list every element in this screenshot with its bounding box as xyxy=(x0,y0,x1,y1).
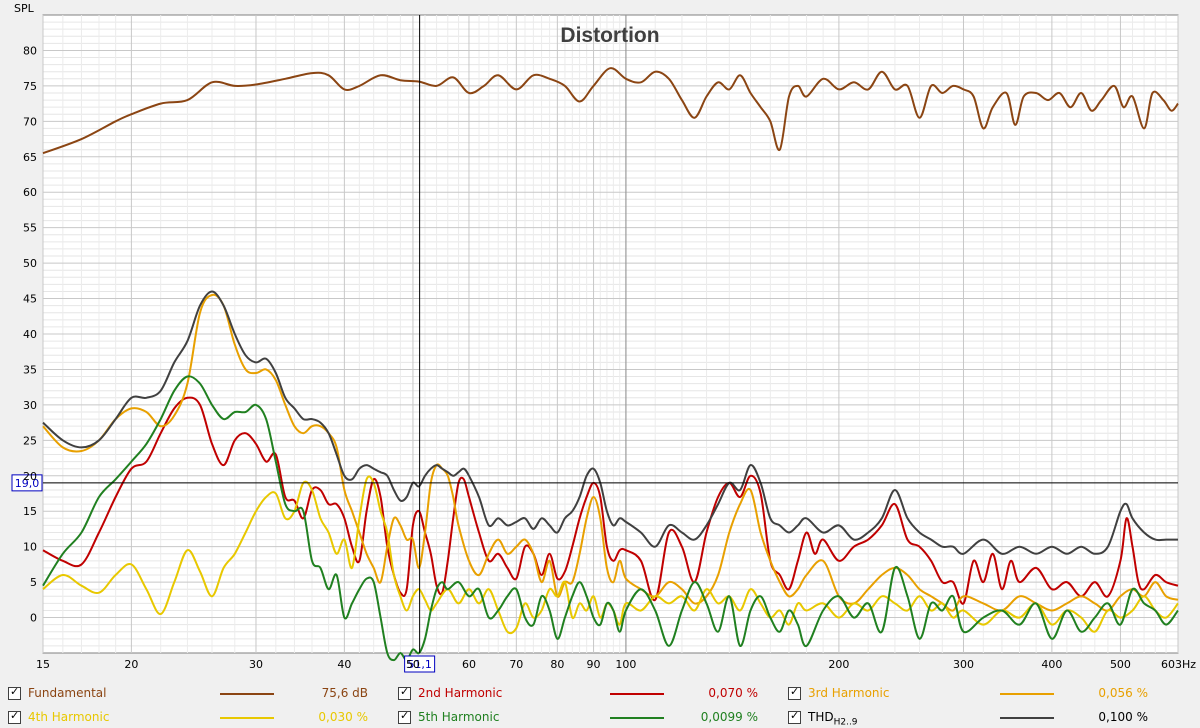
series-line-3rd-harmonic xyxy=(42,293,1179,612)
y-tick-label: 0 xyxy=(30,612,37,625)
y-tick-label: 65 xyxy=(23,151,37,164)
y-tick-label: 25 xyxy=(23,434,37,447)
x-tick-label: 200 xyxy=(828,658,849,671)
y-tick-label: 20 xyxy=(23,470,37,483)
x-tick-label: 603Hz xyxy=(1161,658,1196,671)
y-tick-label: 40 xyxy=(23,328,37,341)
series-layer xyxy=(42,67,1179,662)
y-tick-label: 45 xyxy=(23,293,37,306)
legend-swatch xyxy=(220,693,274,695)
legend: Fundamental 75,6 dB 2nd Harmonic 0,070 % 3rd… xyxy=(0,680,1200,728)
legend-checkbox-4th-harmonic[interactable] xyxy=(8,709,21,724)
y-tick-label: 5 xyxy=(30,576,37,589)
legend-label-subscript: H2..9 xyxy=(833,717,858,728)
legend-item-thd: THDH2..9 0,100 % xyxy=(788,708,1168,728)
legend-checkbox-2nd-harmonic[interactable] xyxy=(398,685,411,700)
legend-checkbox-thd[interactable] xyxy=(788,709,801,724)
legend-label: Fundamental xyxy=(28,686,107,700)
x-tick-label: 80 xyxy=(550,658,564,671)
x-tick-label: 30 xyxy=(249,658,263,671)
x-tick-label: 90 xyxy=(587,658,601,671)
legend-swatch xyxy=(220,717,274,719)
x-tick-label: 60 xyxy=(462,658,476,671)
legend-label: 2nd Harmonic xyxy=(418,686,503,700)
x-tick-label: 40 xyxy=(337,658,351,671)
legend-swatch xyxy=(1000,717,1054,719)
legend-item-fundamental: Fundamental 75,6 dB xyxy=(8,684,388,704)
legend-item-4th-harmonic: 4th Harmonic 0,030 % xyxy=(8,708,388,728)
legend-label: THDH2..9 xyxy=(808,710,858,728)
y-tick-label: 60 xyxy=(23,186,37,199)
x-tick-label: 15 xyxy=(36,658,50,671)
chart-title: Distortion xyxy=(560,24,659,47)
y-tick-label: 70 xyxy=(23,115,37,128)
cursor[interactable]: 19,0 51,1 xyxy=(11,15,1178,673)
cursor-y-readout-box xyxy=(11,474,43,492)
legend-swatch xyxy=(610,693,664,695)
legend-swatch xyxy=(610,717,664,719)
cursor-x-readout: 51,1 xyxy=(407,658,432,671)
x-tick-label: 100 xyxy=(615,658,636,671)
legend-item-3rd-harmonic: 3rd Harmonic 0,056 % xyxy=(788,684,1168,704)
y-tick-label: 35 xyxy=(23,363,37,376)
legend-item-5th-harmonic: 5th Harmonic 0,0099 % xyxy=(398,708,778,728)
legend-checkbox-5th-harmonic[interactable] xyxy=(398,709,411,724)
y-tick-label: 75 xyxy=(23,80,37,93)
y-tick-label: 15 xyxy=(23,505,37,518)
x-tick-label: 400 xyxy=(1041,658,1062,671)
legend-value: 75,6 dB xyxy=(321,686,368,700)
y-tick-label: 30 xyxy=(23,399,37,412)
cursor-y-readout: 19,0 xyxy=(15,477,40,490)
legend-value: 0,056 % xyxy=(1098,686,1148,700)
legend-item-2nd-harmonic: 2nd Harmonic 0,070 % xyxy=(398,684,778,704)
series-line-thd xyxy=(42,290,1178,555)
x-tick-label: 500 xyxy=(1110,658,1131,671)
y-axis-label: SPL xyxy=(14,2,35,15)
cursor-x-readout-box xyxy=(404,655,436,673)
y-tick-label: 80 xyxy=(23,44,37,57)
x-tick-label: 300 xyxy=(953,658,974,671)
x-tick-label: 70 xyxy=(509,658,523,671)
legend-label: 5th Harmonic xyxy=(418,710,500,724)
distortion-chart: 19,051,1 8075706560555045403530252015105… xyxy=(11,2,1197,673)
y-tick-label: 55 xyxy=(23,222,37,235)
legend-checkbox-fundamental[interactable] xyxy=(8,685,21,700)
x-tick-label: 50 xyxy=(406,658,420,671)
legend-label: 3rd Harmonic xyxy=(808,686,890,700)
legend-value: 0,070 % xyxy=(708,686,758,700)
legend-swatch xyxy=(1000,693,1054,695)
series-line-5th-harmonic xyxy=(42,375,1179,662)
legend-checkbox-3rd-harmonic[interactable] xyxy=(788,685,801,700)
legend-value: 0,100 % xyxy=(1098,710,1148,724)
legend-value: 0,030 % xyxy=(318,710,368,724)
y-tick-label: 10 xyxy=(23,541,37,554)
series-line-2nd-harmonic xyxy=(42,396,1179,605)
x-tick-label: 20 xyxy=(124,658,138,671)
legend-label: 4th Harmonic xyxy=(28,710,110,724)
series-line-fundamental xyxy=(42,67,1179,155)
legend-value: 0,0099 % xyxy=(700,710,758,724)
y-tick-label: 50 xyxy=(23,257,37,270)
